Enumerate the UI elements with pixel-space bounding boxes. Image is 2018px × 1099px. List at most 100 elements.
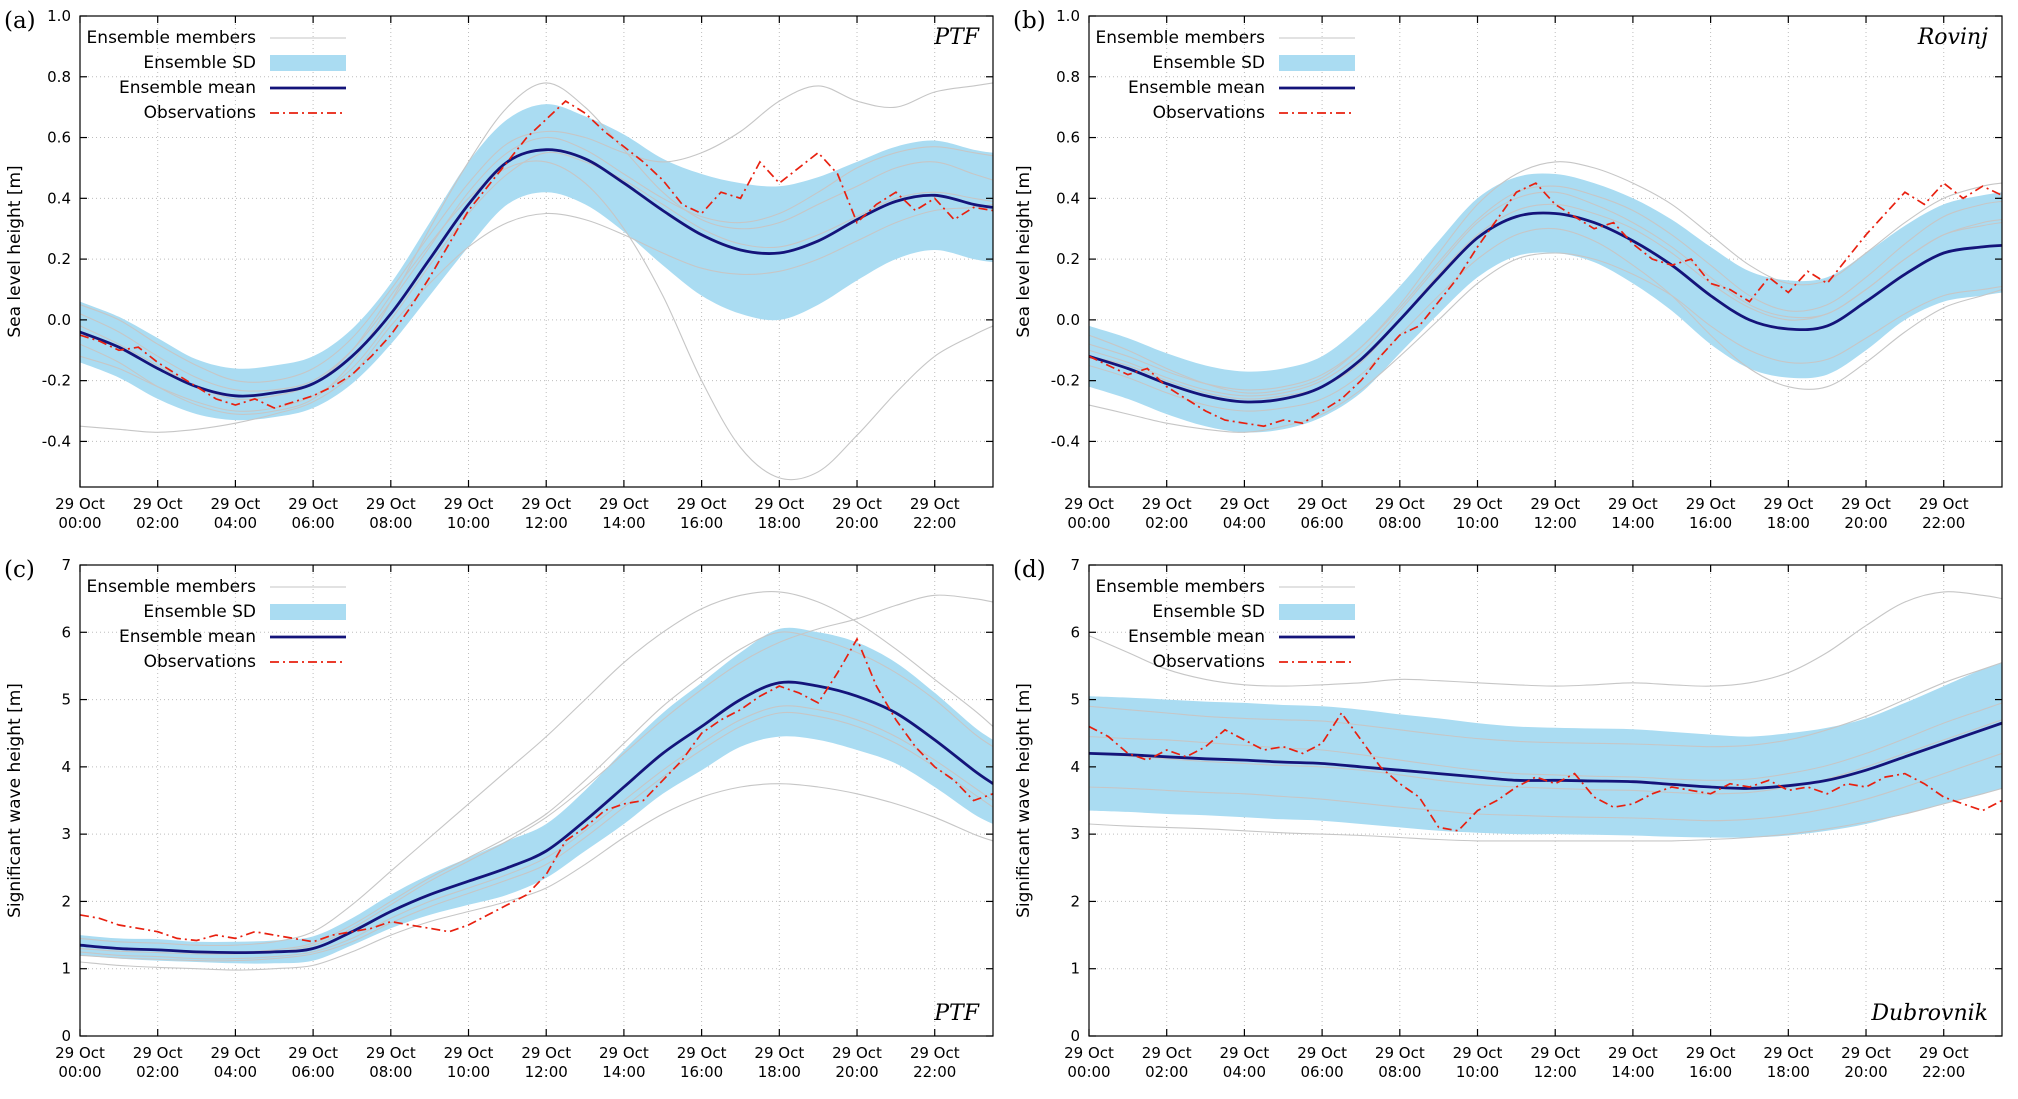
svg-text:PTF: PTF	[933, 25, 979, 50]
svg-text:Sea level height [m]: Sea level height [m]	[1014, 165, 1034, 337]
svg-text:29 Oct: 29 Oct	[1686, 1044, 1736, 1062]
svg-text:29 Oct: 29 Oct	[55, 495, 105, 513]
svg-text:0: 0	[1070, 1027, 1080, 1045]
svg-text:Ensemble SD: Ensemble SD	[1152, 602, 1265, 622]
svg-text:0.8: 0.8	[47, 68, 71, 86]
svg-text:08:00: 08:00	[369, 514, 412, 532]
svg-text:29 Oct: 29 Oct	[1453, 1044, 1503, 1062]
svg-text:29 Oct: 29 Oct	[444, 495, 494, 513]
svg-text:29 Oct: 29 Oct	[1530, 495, 1580, 513]
svg-text:29 Oct: 29 Oct	[910, 1044, 960, 1062]
svg-text:29 Oct: 29 Oct	[1763, 495, 1813, 513]
svg-text:29 Oct: 29 Oct	[754, 1044, 804, 1062]
svg-text:29 Oct: 29 Oct	[366, 1044, 416, 1062]
panel-a: -0.4 -0.2 0.0 0.2 0.4 0.6 0.8 1.0 29 Oct 00:00 29 …	[0, 0, 1009, 549]
svg-text:29 Oct: 29 Oct	[599, 495, 649, 513]
svg-text:Sea level height [m]: Sea level height [m]	[5, 165, 25, 337]
svg-text:00:00: 00:00	[1067, 514, 1110, 532]
svg-text:29 Oct: 29 Oct	[366, 495, 416, 513]
svg-text:06:00: 06:00	[291, 514, 334, 532]
svg-text:06:00: 06:00	[1300, 514, 1343, 532]
svg-text:2: 2	[61, 892, 71, 910]
svg-text:-0.4: -0.4	[42, 432, 71, 450]
svg-text:1: 1	[1070, 960, 1080, 978]
svg-text:6: 6	[61, 623, 71, 641]
svg-text:29 Oct: 29 Oct	[1064, 495, 1114, 513]
svg-text:0.0: 0.0	[1056, 311, 1080, 329]
svg-text:29 Oct: 29 Oct	[1064, 1044, 1114, 1062]
svg-text:29 Oct: 29 Oct	[832, 495, 882, 513]
chart-sea-level-ptf: -0.4-0.20.00.20.40.60.81.029 Oct00:0029 …	[4, 7, 994, 532]
chart-sea-level-rovinj: -0.4-0.20.00.20.40.60.81.029 Oct00:0029 …	[1013, 7, 2003, 532]
svg-text:Ensemble mean: Ensemble mean	[1128, 78, 1265, 98]
svg-text:06:00: 06:00	[291, 1063, 334, 1081]
svg-text:29 Oct: 29 Oct	[832, 1044, 882, 1062]
svg-text:Ensemble members: Ensemble members	[1096, 577, 1266, 597]
svg-text:0.4: 0.4	[47, 189, 71, 207]
panel-b: -0.4 -0.2 0.0 0.2 0.4 0.6 0.8 1.0 29 Oct 00:00 29 …	[1009, 0, 2018, 549]
svg-text:02:00: 02:00	[136, 1063, 179, 1081]
svg-text:00:00: 00:00	[1067, 1063, 1110, 1081]
svg-text:Ensemble SD: Ensemble SD	[143, 53, 256, 73]
svg-text:29 Oct: 29 Oct	[133, 1044, 183, 1062]
svg-text:Observations: Observations	[1153, 103, 1266, 123]
svg-text:3: 3	[1070, 825, 1080, 843]
svg-text:29 Oct: 29 Oct	[1686, 495, 1736, 513]
svg-text:7: 7	[61, 556, 71, 574]
svg-text:14:00: 14:00	[1611, 1063, 1654, 1081]
svg-text:20:00: 20:00	[835, 514, 878, 532]
svg-text:08:00: 08:00	[1378, 514, 1421, 532]
svg-text:29 Oct: 29 Oct	[1142, 495, 1192, 513]
svg-text:-0.4: -0.4	[1051, 432, 1080, 450]
svg-text:29 Oct: 29 Oct	[288, 495, 338, 513]
svg-text:29 Oct: 29 Oct	[1919, 495, 1969, 513]
svg-text:29 Oct: 29 Oct	[1608, 495, 1658, 513]
svg-text:29 Oct: 29 Oct	[677, 495, 727, 513]
svg-text:04:00: 04:00	[1223, 514, 1266, 532]
svg-text:29 Oct: 29 Oct	[1220, 495, 1270, 513]
svg-text:29 Oct: 29 Oct	[677, 1044, 727, 1062]
svg-text:00:00: 00:00	[58, 514, 101, 532]
svg-text:5: 5	[1070, 691, 1080, 709]
svg-text:Ensemble members: Ensemble members	[87, 577, 257, 597]
svg-text:14:00: 14:00	[1611, 514, 1654, 532]
svg-text:0.4: 0.4	[1056, 189, 1080, 207]
panel-d: 0 1 2 3 4 5 6 7 29 Oct 00:00 29 Oct 02:00 29 Oct 04:0…	[1009, 549, 2018, 1099]
svg-text:29 Oct: 29 Oct	[133, 495, 183, 513]
svg-text:29 Oct: 29 Oct	[521, 495, 571, 513]
svg-text:20:00: 20:00	[835, 1063, 878, 1081]
svg-text:29 Oct: 29 Oct	[1453, 495, 1503, 513]
svg-text:08:00: 08:00	[1378, 1063, 1421, 1081]
svg-text:16:00: 16:00	[1689, 1063, 1732, 1081]
svg-text:22:00: 22:00	[1922, 1063, 1965, 1081]
svg-text:7: 7	[1070, 556, 1080, 574]
svg-text:20:00: 20:00	[1844, 1063, 1887, 1081]
svg-text:16:00: 16:00	[680, 1063, 723, 1081]
svg-text:3: 3	[61, 825, 71, 843]
svg-text:18:00: 18:00	[758, 514, 801, 532]
svg-text:Dubrovnik: Dubrovnik	[1870, 1001, 1988, 1026]
svg-text:29 Oct: 29 Oct	[211, 1044, 261, 1062]
svg-text:18:00: 18:00	[1767, 514, 1810, 532]
svg-text:29 Oct: 29 Oct	[1608, 1044, 1658, 1062]
svg-text:22:00: 22:00	[1922, 514, 1965, 532]
svg-text:Ensemble SD: Ensemble SD	[143, 602, 256, 622]
svg-text:Ensemble mean: Ensemble mean	[119, 78, 256, 98]
svg-text:29 Oct: 29 Oct	[1919, 1044, 1969, 1062]
svg-text:29 Oct: 29 Oct	[910, 495, 960, 513]
svg-text:14:00: 14:00	[602, 1063, 645, 1081]
svg-text:29 Oct: 29 Oct	[444, 1044, 494, 1062]
svg-text:04:00: 04:00	[214, 1063, 257, 1081]
svg-text:1.0: 1.0	[47, 7, 71, 25]
svg-text:02:00: 02:00	[1145, 1063, 1188, 1081]
svg-text:0.6: 0.6	[1056, 129, 1080, 147]
svg-text:08:00: 08:00	[369, 1063, 412, 1081]
svg-text:29 Oct: 29 Oct	[1375, 495, 1425, 513]
svg-text:1.0: 1.0	[1056, 7, 1080, 25]
svg-text:Ensemble members: Ensemble members	[87, 28, 257, 48]
svg-text:29 Oct: 29 Oct	[1841, 495, 1891, 513]
svg-text:-0.2: -0.2	[1051, 372, 1080, 390]
svg-text:10:00: 10:00	[1456, 514, 1499, 532]
svg-text:0.2: 0.2	[47, 250, 71, 268]
